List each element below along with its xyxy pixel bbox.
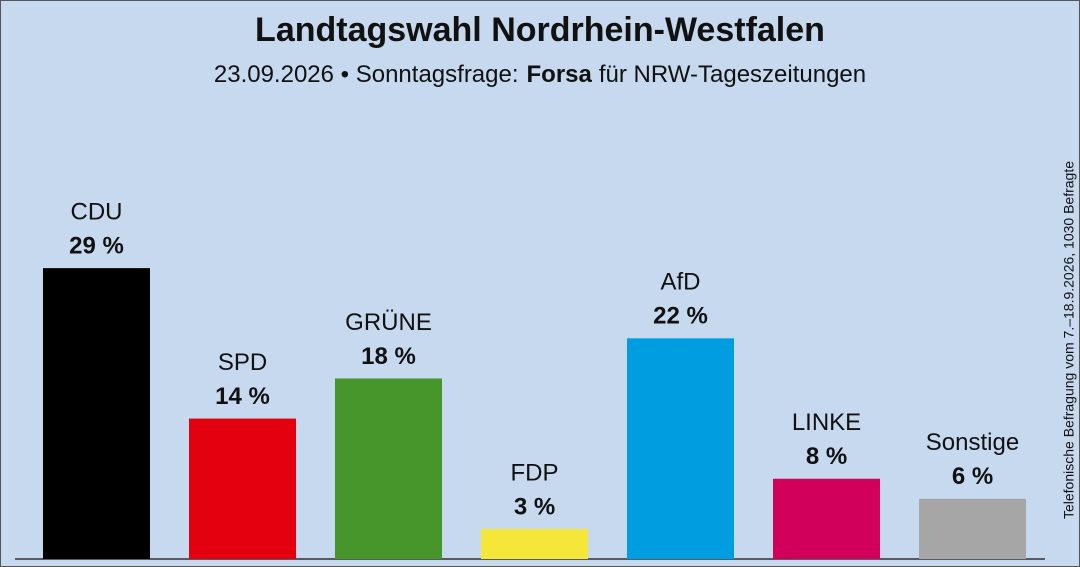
subtitle-client: für NRW-Tageszeitungen: [599, 61, 866, 88]
value-label: 18 %: [361, 343, 416, 370]
category-label: LINKE: [792, 409, 861, 436]
category-label: FDP: [511, 459, 559, 486]
value-label: 22 %: [653, 303, 708, 330]
source-note: Telefonische Befragung vom 7.–18.9.2026,…: [1061, 161, 1077, 519]
value-label: 8 %: [806, 443, 847, 470]
chart-subtitle: 23.09.2026 • Sonntagsfrage: Forsa für NRW-…: [214, 61, 866, 88]
bar: [43, 268, 150, 559]
bar: [335, 378, 442, 559]
value-label: 6 %: [952, 463, 993, 490]
category-label: AfD: [660, 269, 700, 296]
bar: [773, 478, 880, 559]
category-label: SPD: [218, 349, 267, 376]
subtitle-institute: Forsa: [527, 61, 593, 88]
chart-title: Landtagswahl Nordrhein-Westfalen: [255, 11, 825, 49]
category-label: CDU: [71, 198, 123, 225]
bar: [189, 418, 296, 559]
value-label: 3 %: [514, 493, 555, 520]
subtitle-date: 23.09.2026 • Sonntagsfrage:: [214, 61, 519, 88]
value-label: 14 %: [215, 383, 270, 410]
category-label: GRÜNE: [345, 309, 432, 336]
bar: [481, 528, 588, 559]
bar: [627, 338, 734, 559]
value-label: 29 %: [69, 232, 124, 259]
bar: [919, 498, 1026, 559]
category-label: Sonstige: [926, 429, 1019, 456]
